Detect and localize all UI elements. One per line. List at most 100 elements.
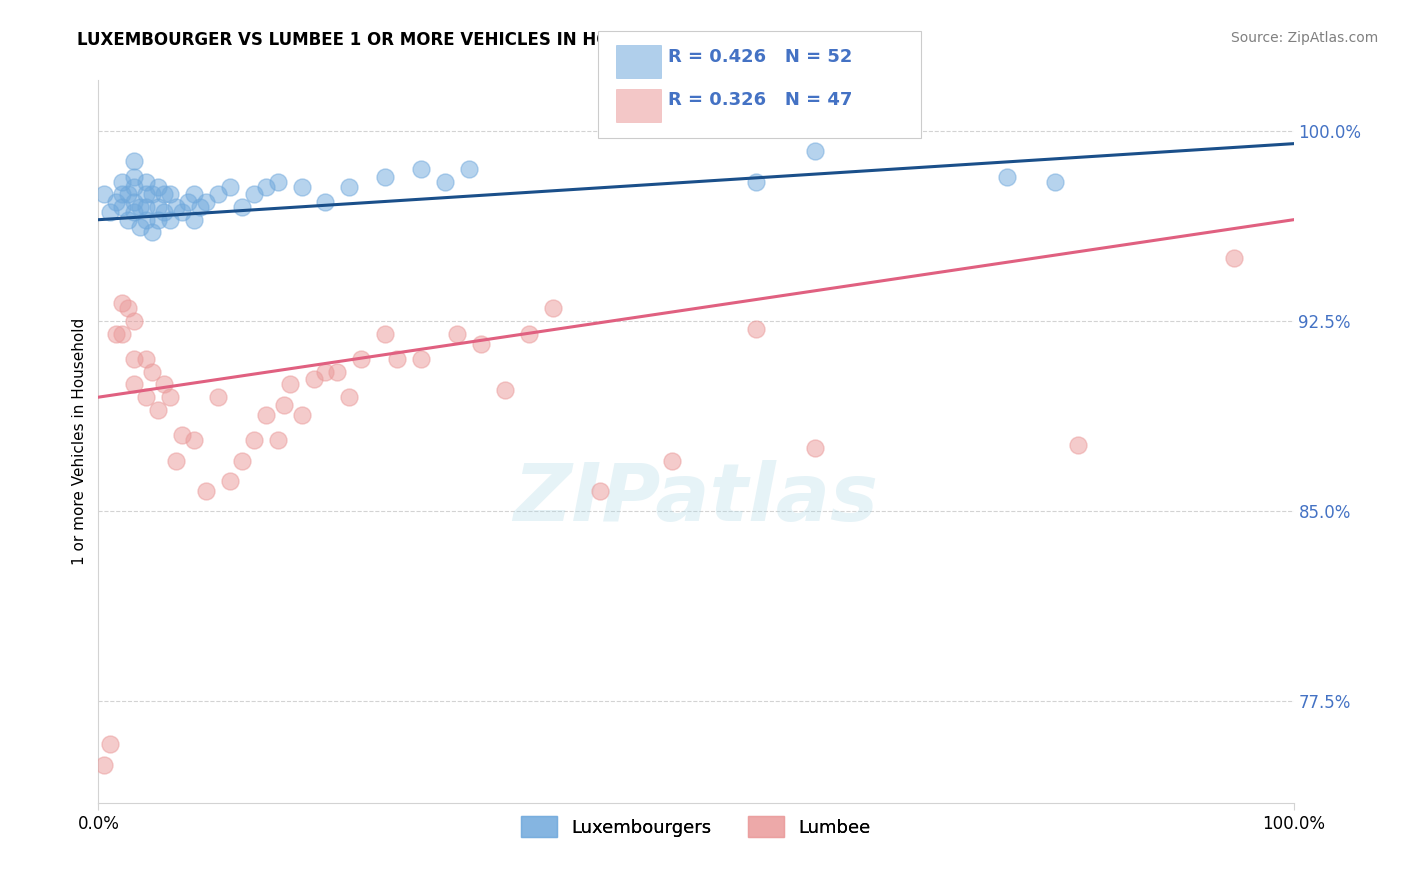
Point bbox=[141, 226, 163, 240]
Point bbox=[148, 179, 170, 194]
Point bbox=[135, 200, 157, 214]
Point bbox=[159, 187, 181, 202]
Text: LUXEMBOURGER VS LUMBEE 1 OR MORE VEHICLES IN HOUSEHOLD CORRELATION CHART: LUXEMBOURGER VS LUMBEE 1 OR MORE VEHICLE… bbox=[77, 31, 905, 49]
Point bbox=[117, 212, 139, 227]
Point bbox=[745, 322, 768, 336]
Point bbox=[135, 390, 157, 404]
Point bbox=[135, 187, 157, 202]
Point bbox=[153, 205, 176, 219]
Point bbox=[446, 326, 468, 341]
Point bbox=[804, 145, 827, 159]
Point bbox=[243, 434, 266, 448]
Point bbox=[124, 314, 146, 328]
Point bbox=[804, 441, 827, 455]
Point bbox=[231, 200, 253, 214]
Point bbox=[98, 738, 122, 752]
Point bbox=[105, 326, 128, 341]
Point bbox=[315, 194, 337, 209]
Point bbox=[339, 390, 361, 404]
Point bbox=[153, 187, 176, 202]
Point bbox=[124, 179, 146, 194]
Point bbox=[135, 175, 157, 189]
Point bbox=[153, 377, 176, 392]
Point bbox=[111, 326, 134, 341]
Point bbox=[267, 434, 290, 448]
Point bbox=[172, 428, 194, 442]
Point bbox=[124, 205, 146, 219]
Point bbox=[1067, 438, 1090, 452]
Point bbox=[411, 352, 433, 367]
Point bbox=[165, 200, 187, 214]
Point bbox=[183, 187, 205, 202]
Point bbox=[517, 326, 540, 341]
Point bbox=[124, 194, 146, 209]
Point bbox=[93, 187, 115, 202]
Point bbox=[302, 372, 325, 386]
Point bbox=[183, 212, 205, 227]
Point bbox=[183, 434, 205, 448]
Point bbox=[350, 352, 373, 367]
Point bbox=[124, 352, 146, 367]
Point bbox=[105, 194, 128, 209]
Point bbox=[1223, 251, 1246, 265]
Point bbox=[165, 453, 187, 467]
Point bbox=[411, 161, 433, 176]
Point bbox=[159, 212, 181, 227]
Point bbox=[589, 483, 612, 498]
Point bbox=[541, 301, 564, 316]
Point bbox=[135, 352, 157, 367]
Legend: Luxembourgers, Lumbee: Luxembourgers, Lumbee bbox=[515, 809, 877, 845]
Point bbox=[111, 175, 134, 189]
Point bbox=[291, 408, 314, 422]
Point bbox=[159, 390, 181, 404]
Point bbox=[231, 453, 253, 467]
Text: ZIPatlas: ZIPatlas bbox=[513, 460, 879, 539]
Point bbox=[124, 154, 146, 169]
Point bbox=[195, 194, 218, 209]
Point bbox=[124, 169, 146, 184]
Point bbox=[326, 365, 349, 379]
Point bbox=[661, 453, 683, 467]
Text: R = 0.326   N = 47: R = 0.326 N = 47 bbox=[668, 91, 852, 109]
Point bbox=[148, 402, 170, 417]
Point bbox=[188, 200, 211, 214]
Point bbox=[374, 326, 396, 341]
Point bbox=[339, 179, 361, 194]
Point bbox=[267, 175, 290, 189]
Point bbox=[129, 220, 152, 235]
Point bbox=[291, 179, 314, 194]
Y-axis label: 1 or more Vehicles in Household: 1 or more Vehicles in Household bbox=[72, 318, 87, 566]
Point bbox=[207, 187, 229, 202]
Point bbox=[195, 483, 218, 498]
Point bbox=[135, 212, 157, 227]
Point bbox=[117, 187, 139, 202]
Text: R = 0.426   N = 52: R = 0.426 N = 52 bbox=[668, 48, 852, 66]
Point bbox=[385, 352, 409, 367]
Point bbox=[243, 187, 266, 202]
Point bbox=[111, 187, 134, 202]
Point bbox=[254, 179, 277, 194]
Point bbox=[219, 179, 242, 194]
Point bbox=[494, 383, 516, 397]
Point bbox=[148, 212, 170, 227]
Point bbox=[273, 398, 295, 412]
Point bbox=[117, 301, 139, 316]
Point bbox=[458, 161, 481, 176]
Point bbox=[124, 377, 146, 392]
Text: Source: ZipAtlas.com: Source: ZipAtlas.com bbox=[1230, 31, 1378, 45]
Point bbox=[111, 296, 134, 310]
Point bbox=[254, 408, 277, 422]
Point bbox=[470, 337, 492, 351]
Point bbox=[141, 365, 163, 379]
Point bbox=[374, 169, 396, 184]
Point bbox=[129, 200, 152, 214]
Point bbox=[148, 200, 170, 214]
Point bbox=[177, 194, 200, 209]
Point bbox=[172, 205, 194, 219]
Point bbox=[278, 377, 301, 392]
Point bbox=[141, 187, 163, 202]
Point bbox=[995, 169, 1018, 184]
Point bbox=[219, 474, 242, 488]
Point bbox=[434, 175, 457, 189]
Point bbox=[111, 200, 134, 214]
